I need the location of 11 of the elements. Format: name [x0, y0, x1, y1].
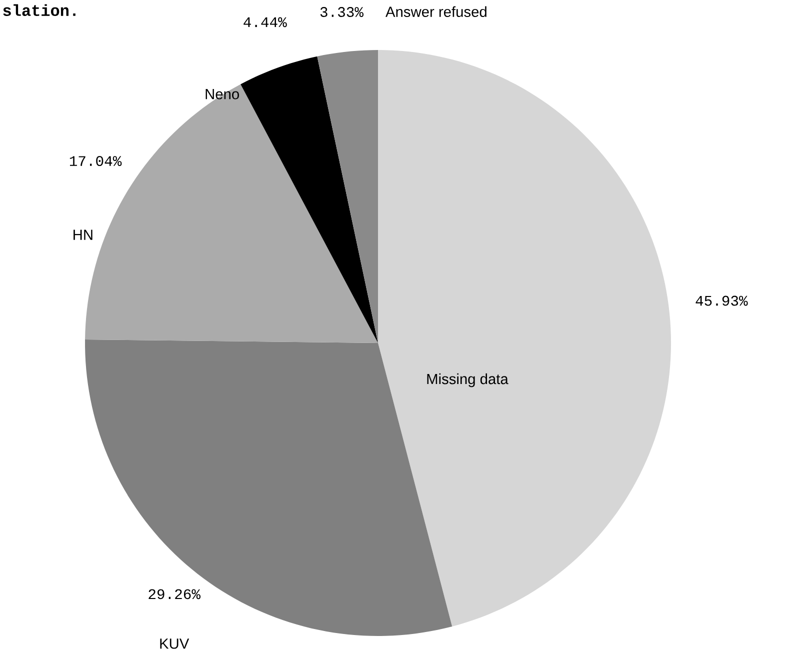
- slice-label: HN: [74, 230, 92, 240]
- slice-label: Neno: [206, 89, 239, 100]
- text: slation.: [3, 4, 76, 16]
- data-label: 17.04%: [70, 156, 122, 166]
- data-label: 4.44%: [244, 17, 287, 28]
- slice-label: KUV: [160, 638, 190, 649]
- data-label: 45.93%: [696, 296, 748, 306]
- slice-label: Answer refused: [386, 6, 486, 18]
- slice-label: Missing data: [427, 373, 508, 388]
- data-label: 29.26%: [148, 589, 200, 600]
- data-label: 3.33%: [320, 7, 364, 18]
